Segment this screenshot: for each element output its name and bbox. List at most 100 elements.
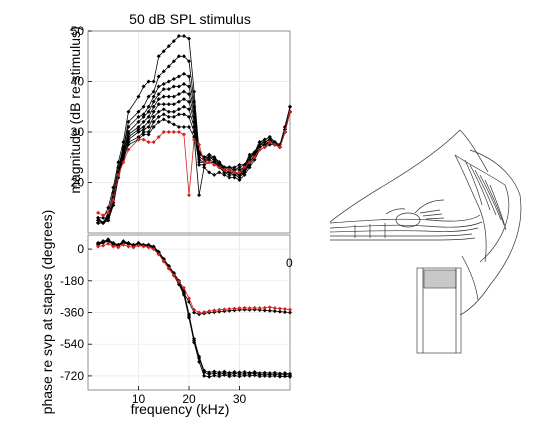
phase-data-point (262, 305, 267, 310)
phase-data-point (252, 305, 257, 310)
magnitude-plot: 20 30 40 50 (71, 24, 292, 234)
phase-data-point (227, 306, 232, 311)
magnitude-data-point (252, 155, 257, 160)
magnitude-data-point (237, 165, 242, 170)
magnitude-data-point (171, 122, 176, 127)
phase-data-point (192, 336, 197, 341)
magnitude-data-point (212, 155, 217, 160)
phase-data-point (288, 310, 292, 315)
phase-series-line (97, 238, 291, 375)
phase-data-point (272, 370, 277, 375)
phase-data-point (212, 308, 217, 313)
magnitude-data-point (207, 152, 212, 157)
phase-data-point (247, 370, 252, 375)
phase-y-tick-label: 0 (77, 242, 84, 256)
phase-data-point (207, 370, 212, 375)
magnitude-data-point (141, 124, 146, 129)
phase-data-point (222, 369, 227, 374)
magnitude-data-point (151, 114, 156, 119)
frequency-axis-label: frequency (kHz) (131, 401, 230, 417)
magnitude-data-point (156, 97, 161, 102)
magnitude-data-point (176, 130, 181, 134)
phase-data-point (272, 306, 277, 311)
phase-data-point (242, 305, 247, 310)
magnitude-data-point (141, 84, 146, 89)
magnitude-data-point (126, 147, 131, 152)
magnitude-data-point (126, 142, 131, 147)
magnitude-data-point (237, 162, 242, 167)
magnitude-data-point (187, 193, 191, 198)
phase-data-point (187, 312, 191, 317)
magnitude-data-point (181, 112, 186, 117)
phase-data-point (282, 310, 287, 315)
phase-x-tick-label: 10 (132, 392, 146, 406)
phase-data-point (277, 306, 282, 311)
magnitude-data-point (197, 162, 202, 167)
magnitude-data-point (141, 127, 146, 132)
cochlea-anatomy-drawing (329, 129, 522, 354)
magnitude-data-point (171, 130, 176, 134)
magnitude-data-point (187, 99, 191, 104)
magnitude-data-point (247, 165, 252, 170)
magnitude-data-point (126, 109, 131, 114)
magnitude-data-point (146, 132, 151, 137)
magnitude-data-point (136, 114, 141, 119)
magnitude-data-point (151, 94, 156, 99)
magnitude-data-point (156, 114, 161, 119)
phase-data-point (192, 307, 197, 312)
phase-data-point (217, 307, 222, 312)
magnitude-data-point (141, 104, 146, 109)
phase-data-point (277, 371, 282, 376)
magnitude-data-point (166, 109, 171, 114)
magnitude-data-point (232, 172, 237, 177)
magnitude-series-line (97, 111, 291, 216)
phase-data-point (232, 370, 237, 375)
magnitude-data-point (126, 124, 131, 129)
magnitude-data-point (161, 112, 166, 117)
magnitude-data-point (181, 104, 186, 109)
phase-data-point (277, 374, 282, 379)
magnitude-data-point (227, 175, 232, 180)
phase-data-point (267, 305, 272, 310)
magnitude-data-point (111, 198, 116, 203)
magnitude-data-point (166, 130, 171, 134)
magnitude-data-point (101, 220, 106, 225)
magnitude-data-point (166, 119, 171, 124)
phase-right-tick-label: 0 (286, 256, 293, 270)
phase-data-point (257, 371, 262, 376)
magnitude-data-point (222, 170, 227, 175)
magnitude-data-point (101, 213, 106, 218)
magnitude-data-point (146, 109, 151, 114)
magnitude-data-point (257, 142, 262, 147)
magnitude-data-point (262, 142, 267, 147)
magnitude-data-point (247, 160, 252, 165)
magnitude-data-point (116, 172, 121, 177)
magnitude-data-point (262, 140, 267, 145)
phase-data-point (197, 310, 202, 315)
phase-data-point (212, 369, 217, 374)
magnitude-data-point (161, 117, 166, 122)
phase-data-point (146, 245, 151, 250)
phase-x-tick-label: 30 (233, 392, 247, 406)
magnitude-data-point (121, 160, 126, 165)
magnitude-data-point (267, 135, 272, 140)
magnitude-data-point (181, 54, 186, 59)
magnitude-data-point (272, 142, 277, 147)
magnitude-data-point (237, 177, 242, 182)
magnitude-data-point (101, 215, 106, 220)
magnitude-y-tick-label: 40 (71, 75, 85, 89)
phase-data-point (272, 373, 277, 378)
magnitude-data-point (187, 74, 191, 79)
magnitude-data-point (237, 170, 242, 175)
magnitude-data-point (181, 34, 186, 39)
phase-plot: 0 -180 -360 -540 -720 10 20 30 (60, 234, 292, 406)
magnitude-data-point (141, 114, 146, 119)
magnitude-data-point (161, 102, 166, 107)
magnitude-data-point (156, 92, 161, 97)
magnitude-data-point (161, 107, 166, 112)
magnitude-data-point (181, 71, 186, 76)
magnitude-data-point (151, 109, 156, 114)
magnitude-data-point (136, 130, 141, 134)
magnitude-data-point (146, 79, 151, 84)
